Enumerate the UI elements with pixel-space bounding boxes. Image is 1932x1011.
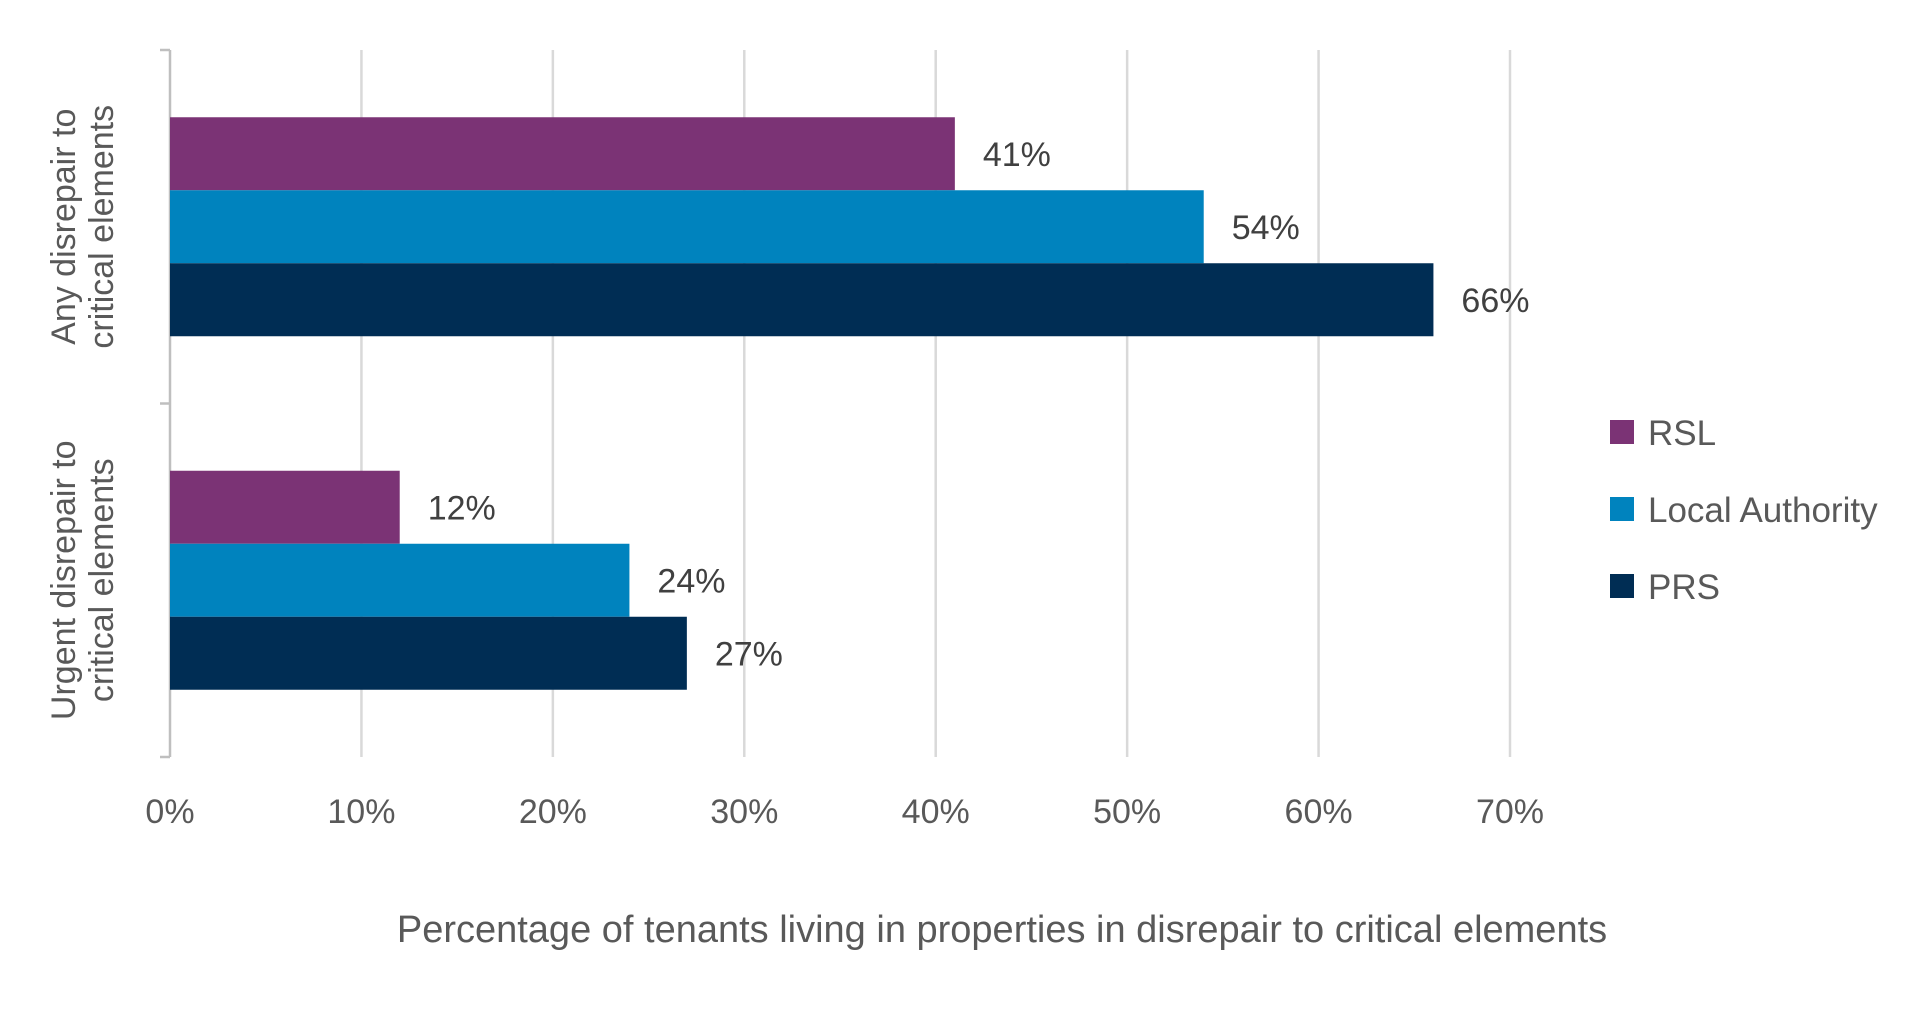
data-label: 66% (1461, 282, 1529, 320)
data-label: 24% (657, 562, 725, 600)
x-tick-label: 40% (902, 793, 970, 831)
category-label: Any disrepair tocritical elements (45, 105, 121, 349)
legend-swatch (1610, 497, 1634, 521)
category-label: Urgent disrepair tocritical elements (45, 440, 121, 720)
x-tick-label: 30% (710, 793, 778, 831)
category-axis (160, 48, 172, 759)
x-axis-title: Percentage of tenants living in properti… (397, 909, 1607, 951)
x-tick-labels: 0% 10% 20% 30% 40% 50% 60% 70% (145, 793, 1544, 831)
data-label: 41% (983, 136, 1051, 174)
bar-rsl (170, 117, 955, 191)
data-label: 27% (715, 635, 783, 673)
category-label-line: critical elements (83, 458, 121, 702)
x-tick-label: 50% (1093, 793, 1161, 831)
bar-local-authority (170, 543, 630, 617)
x-tick-label: 10% (327, 793, 395, 831)
bars (170, 117, 1434, 690)
category-labels: Any disrepair tocritical elementsUrgent … (45, 105, 121, 720)
x-tick-label: 20% (519, 793, 587, 831)
legend-swatch (1610, 420, 1634, 444)
legend: RSL Local Authority PRS (1610, 414, 1878, 607)
category-label-line: critical elements (83, 105, 121, 349)
data-label: 12% (428, 489, 496, 527)
bar-local-authority (170, 190, 1204, 264)
bar-prs (170, 616, 687, 690)
data-label: 54% (1232, 209, 1300, 247)
data-labels: 41% 54% 66% 12% 24% 27% (428, 136, 1530, 674)
x-tick-label: 0% (145, 793, 194, 831)
legend-label: RSL (1648, 414, 1716, 453)
legend-label: PRS (1648, 568, 1720, 607)
category-label-line: Any disrepair to (45, 109, 83, 345)
category-label-line: Urgent disrepair to (45, 440, 83, 720)
x-tick-label: 60% (1285, 793, 1353, 831)
bar-rsl (170, 470, 400, 544)
bar-prs (170, 263, 1434, 337)
legend-swatch (1610, 574, 1634, 598)
legend-label: Local Authority (1648, 491, 1878, 530)
x-tick-label: 70% (1476, 793, 1544, 831)
